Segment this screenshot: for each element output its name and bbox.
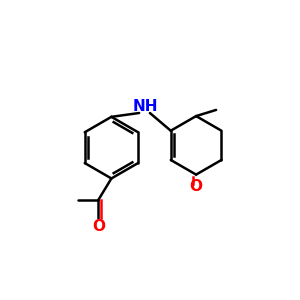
Text: O: O bbox=[190, 179, 202, 194]
Text: NH: NH bbox=[133, 99, 158, 114]
Text: O: O bbox=[92, 219, 105, 234]
